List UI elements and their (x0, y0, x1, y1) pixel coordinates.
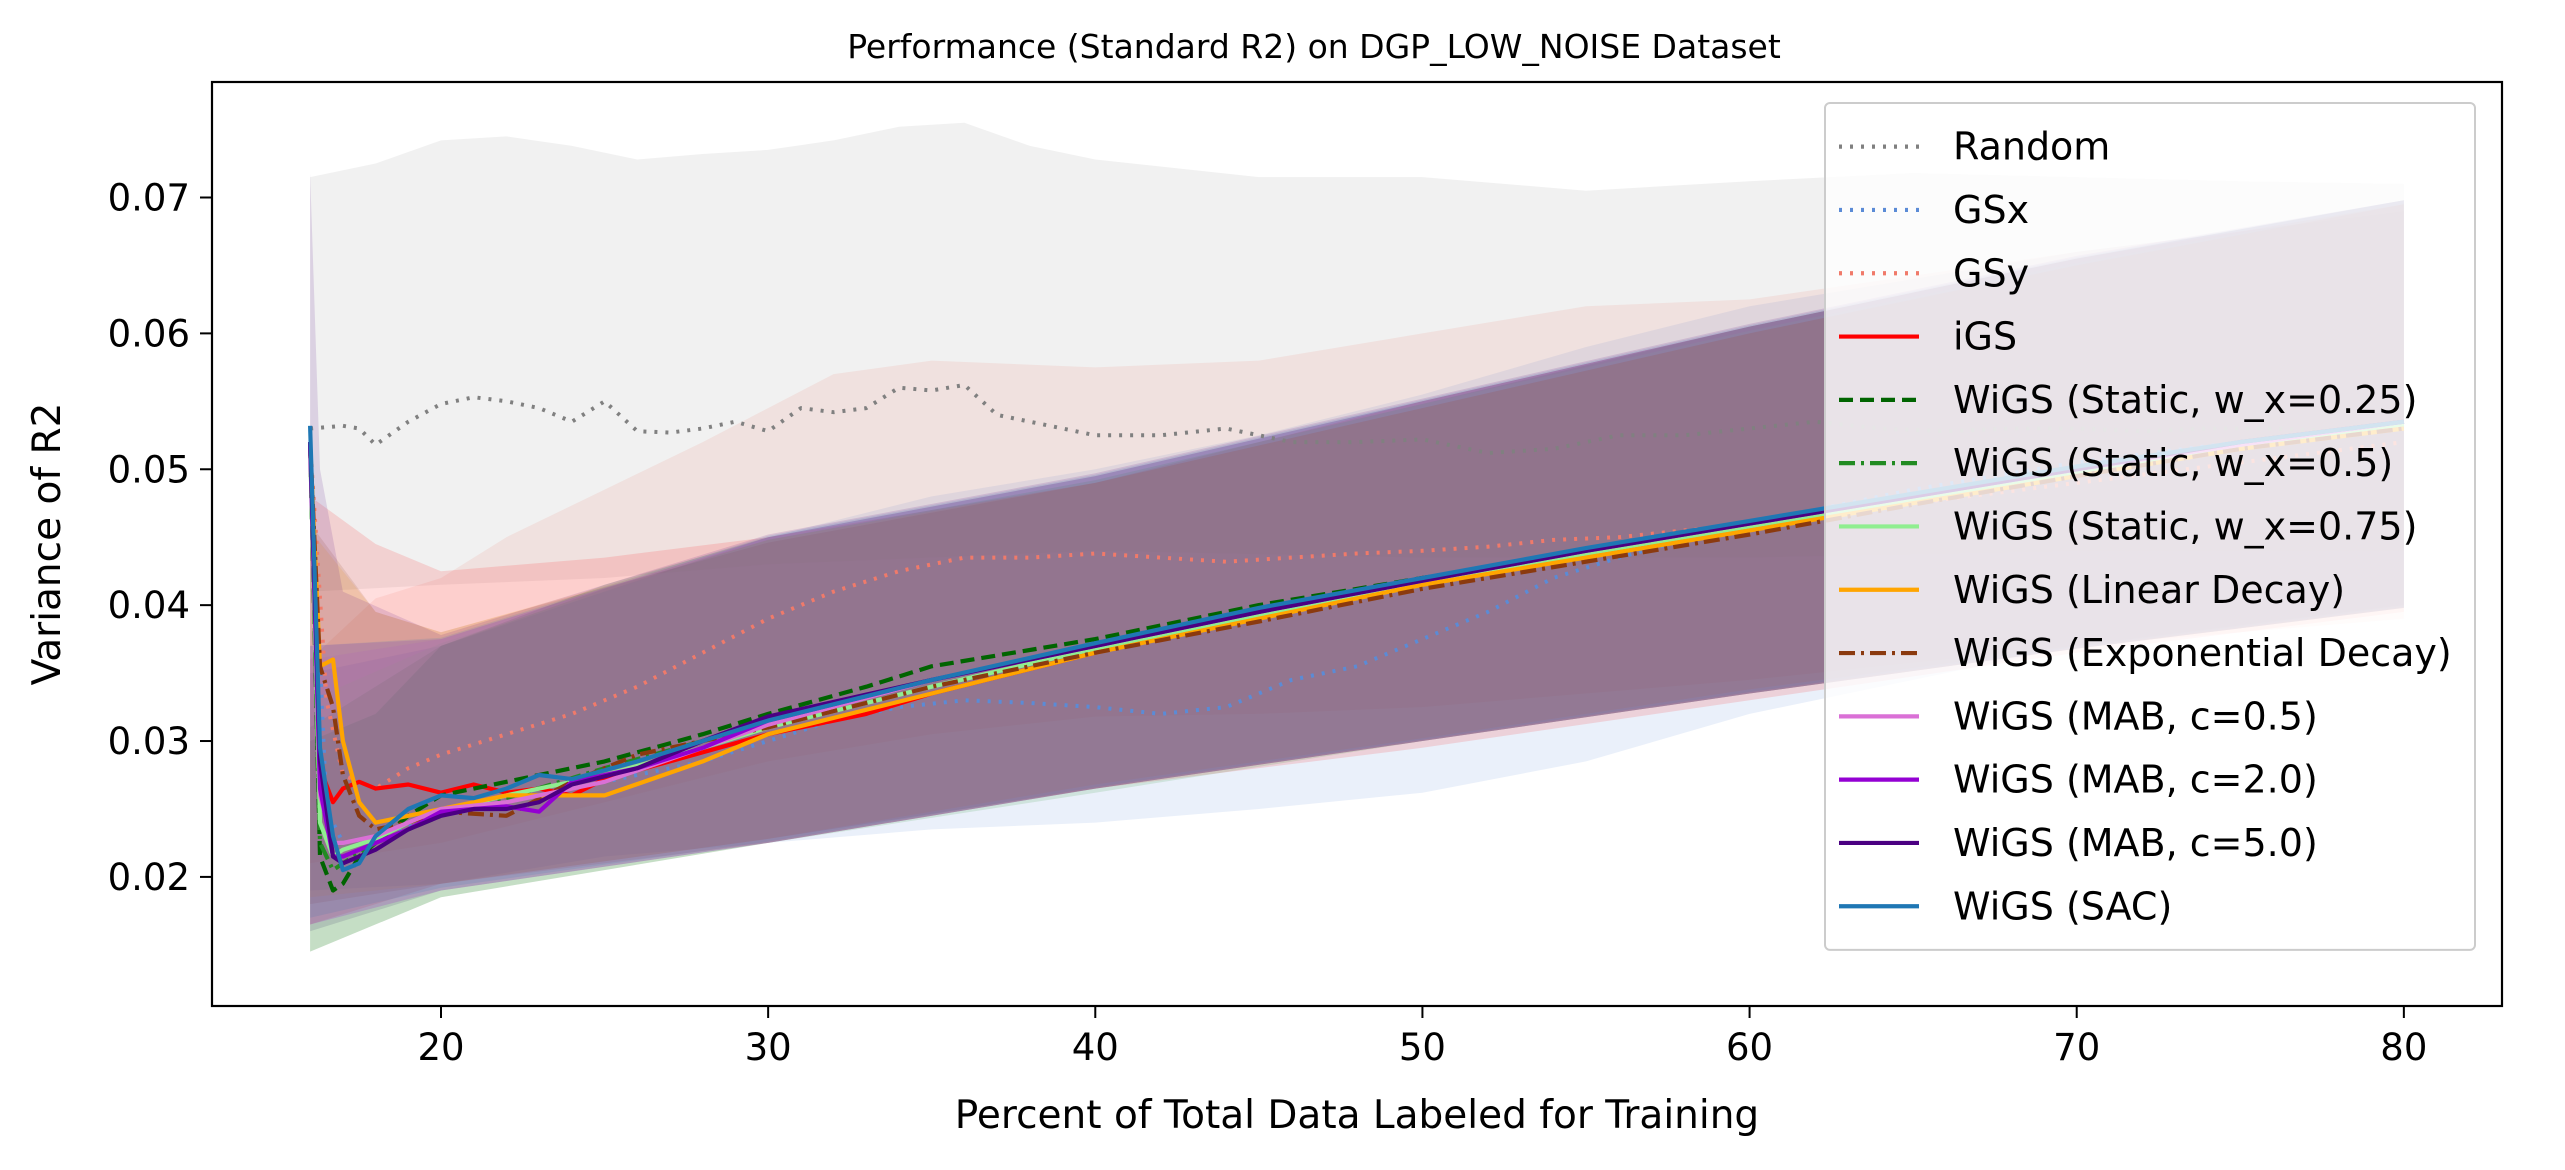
y-axis: 0.02 0.03 0.04 0.05 0.06 0.07 (108, 177, 212, 899)
legend-label: WiGS (Exponential Decay) (1953, 631, 2452, 675)
legend-label: iGS (1953, 315, 2017, 359)
legend: Random GSx GSy iGS WiGS (Static, w_x=0.25) Wi… (1824, 102, 2476, 951)
y-tick-label: 0.03 (108, 720, 190, 763)
y-tick-label: 0.04 (108, 584, 190, 627)
legend-label: WiGS (MAB, c=5.0) (1953, 821, 2318, 865)
y-axis-label: Variance of R2 (25, 403, 70, 686)
legend-label: WiGS (SAC) (1953, 884, 2172, 928)
chart-title: Performance (Standard R2) on DGP_LOW_NOI… (847, 27, 1781, 66)
x-axis: 20 30 40 50 60 70 80 (417, 1006, 2427, 1069)
y-tick-label: 0.05 (108, 448, 190, 491)
legend-label: GSx (1953, 188, 2029, 232)
y-tick-label: 0.07 (108, 177, 190, 220)
legend-label: WiGS (Static, w_x=0.75) (1953, 504, 2417, 548)
legend-label: WiGS (Static, w_x=0.25) (1953, 378, 2417, 422)
legend-label: WiGS (Static, w_x=0.5) (1953, 441, 2393, 485)
legend-label: GSy (1953, 251, 2029, 295)
x-tick-label: 50 (1399, 1026, 1446, 1069)
y-tick-label: 0.06 (108, 312, 190, 355)
x-tick-label: 70 (2053, 1026, 2100, 1069)
y-tick-label: 0.02 (108, 856, 190, 899)
line-wigs-mab-c-5-0 (308, 419, 2405, 866)
legend-box (1824, 102, 2476, 951)
x-tick-label: 80 (2380, 1026, 2427, 1069)
legend-label: WiGS (Linear Decay) (1953, 568, 2345, 612)
legend-label: WiGS (MAB, c=2.0) (1953, 758, 2318, 802)
legend-label: Random (1953, 125, 2110, 169)
line-wigs-sac (308, 419, 2405, 873)
x-tick-label: 60 (1726, 1026, 1773, 1069)
x-axis-label: Percent of Total Data Labeled for Traini… (955, 1093, 1759, 1138)
legend-label: WiGS (MAB, c=0.5) (1953, 694, 2318, 738)
plot-frame (210, 80, 2504, 1008)
x-tick-label: 20 (417, 1026, 464, 1069)
x-tick-label: 30 (745, 1026, 792, 1069)
x-tick-label: 40 (1072, 1026, 1119, 1069)
